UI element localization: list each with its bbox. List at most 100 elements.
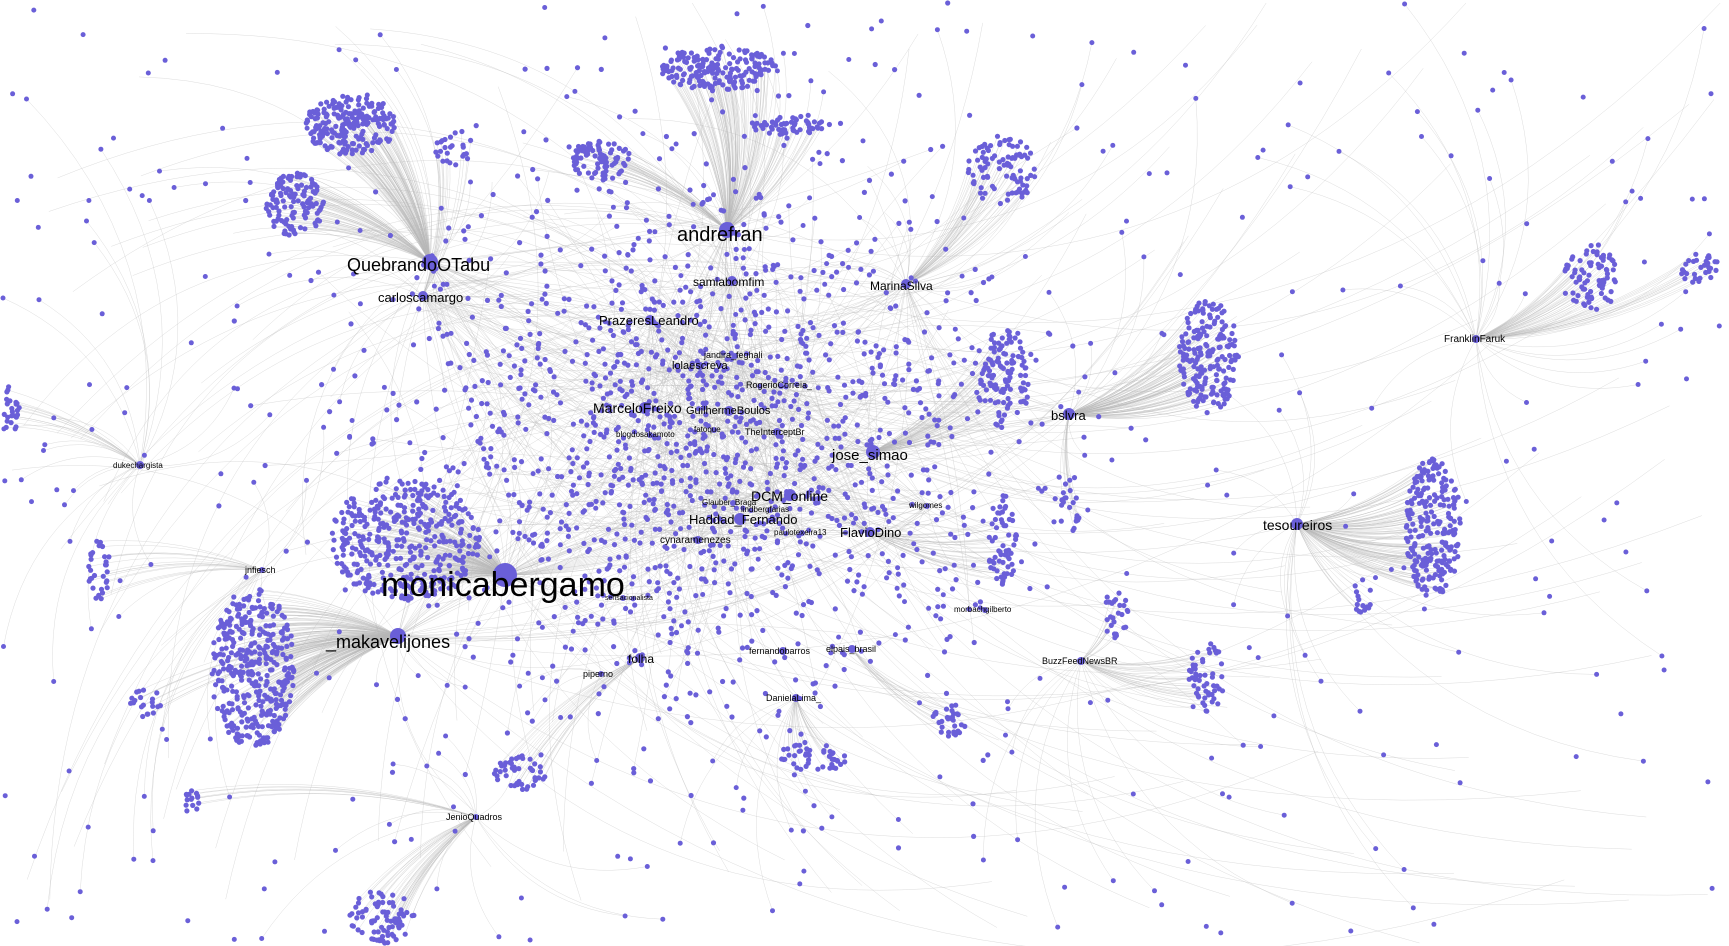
graph-node [317,140,323,146]
graph-node [1475,107,1481,113]
graph-node [1441,540,1447,546]
graph-node [369,441,375,447]
graph-node [365,120,371,126]
graph-node [781,398,787,404]
graph-node [625,323,631,329]
graph-node [257,651,263,657]
graph-node [757,383,763,389]
graph-node [622,146,629,152]
graph-node [444,331,450,337]
graph-node [426,335,432,342]
graph-node [289,641,295,648]
graph-node [496,934,502,940]
graph-node [797,539,803,545]
graph-node [797,374,803,380]
graph-node [771,389,777,395]
graph-node [1,644,6,649]
graph-node [263,623,269,629]
graph-node [699,201,705,207]
hub-node-danielalima- [792,694,800,702]
graph-node [850,390,856,396]
hub-node-fatoque [711,427,717,433]
graph-node [148,562,154,567]
graph-node [284,672,290,679]
graph-node [289,213,295,219]
graph-node [478,213,484,219]
graph-node [664,441,670,447]
graph-node [697,82,703,89]
graph-node [949,433,955,440]
graph-node [704,448,710,454]
graph-node [682,58,688,65]
graph-node [1113,597,1119,603]
graph-node [580,464,587,470]
graph-node [258,588,264,594]
graph-node [1014,152,1020,158]
graph-node [104,578,110,584]
graph-node [410,516,416,523]
graph-node [487,554,493,560]
graph-node [678,454,684,460]
graph-node [104,585,110,591]
graph-node [516,766,522,772]
graph-node [688,720,694,726]
graph-node [1411,573,1417,580]
graph-node [1044,584,1050,590]
graph-node [267,707,273,714]
graph-node [781,473,787,479]
graph-node [256,683,262,689]
graph-node [379,933,386,940]
graph-node [333,518,339,524]
graph-node [517,335,524,341]
graph-node [211,640,217,646]
graph-node [775,262,781,268]
graph-node [775,93,782,99]
graph-node [1187,386,1193,392]
graph-node [221,666,227,672]
graph-node [637,540,643,546]
graph-node [388,572,394,578]
graph-node [752,124,758,130]
graph-node [1056,474,1062,480]
graph-node [1186,325,1192,331]
graph-node [673,531,679,537]
graph-node [733,505,740,511]
graph-node [964,28,970,34]
graph-node [398,907,404,913]
graph-node [911,541,917,547]
graph-node [893,350,899,356]
graph-node [304,477,309,483]
graph-node [66,768,72,774]
graph-node [810,156,816,162]
graph-node [1501,70,1507,75]
graph-node [1211,683,1217,689]
graph-node [1420,460,1426,466]
graph-node [1206,303,1212,309]
graph-node [744,351,750,357]
graph-node [539,541,545,548]
graph-node [397,478,403,484]
graph-node [535,342,542,348]
graph-node [183,802,189,808]
graph-node [355,910,362,916]
graph-node [506,492,512,498]
graph-node [608,327,614,334]
graph-node [754,287,760,293]
graph-node [934,27,940,33]
graph-node [1448,568,1453,573]
graph-node [575,167,581,173]
graph-node [798,275,804,281]
graph-node [364,100,370,106]
graph-node [717,363,723,369]
graph-node [600,346,607,352]
graph-node [703,469,709,475]
graph-node [346,165,352,171]
graph-node [681,546,687,553]
graph-node [992,534,998,541]
graph-node [1285,613,1291,619]
graph-node [966,606,972,612]
graph-node [1076,389,1082,395]
graph-node [481,456,487,462]
graph-node [340,93,346,99]
graph-node [1188,310,1194,317]
